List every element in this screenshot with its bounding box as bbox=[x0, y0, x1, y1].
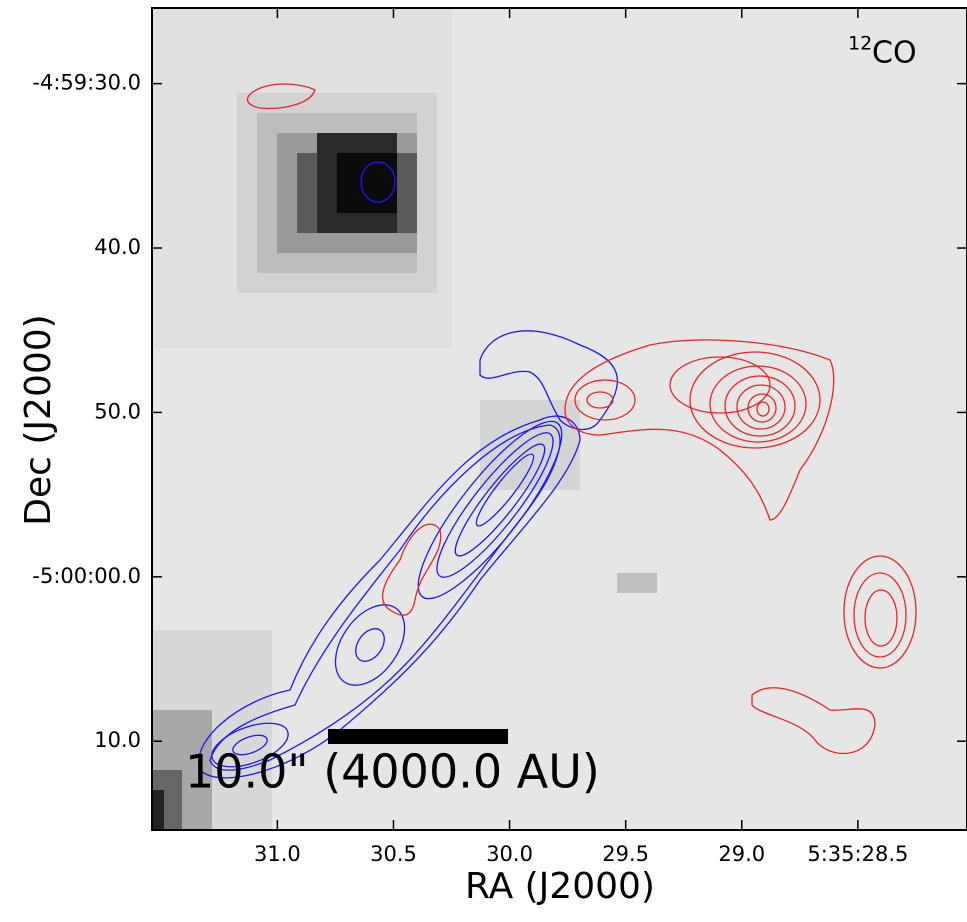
contour bbox=[198, 415, 581, 779]
x-tick-label: 5:35:28.5 bbox=[807, 842, 908, 866]
contour bbox=[417, 420, 563, 600]
x-tick-label: 31.0 bbox=[254, 842, 301, 866]
contour bbox=[334, 604, 406, 686]
scale-bar bbox=[328, 729, 508, 744]
annotation: CO bbox=[872, 36, 917, 71]
contour bbox=[454, 443, 546, 557]
contour bbox=[853, 572, 907, 658]
x-tick-label: 29.0 bbox=[718, 842, 765, 866]
y-tick-label: 40.0 bbox=[94, 235, 141, 259]
y-tick-label: 50.0 bbox=[94, 399, 141, 423]
contour bbox=[475, 453, 535, 527]
x-axis-label: RA (J2000) bbox=[465, 866, 655, 907]
contour bbox=[232, 734, 268, 756]
contour bbox=[709, 365, 807, 443]
image-blob bbox=[617, 573, 657, 593]
contour bbox=[747, 393, 777, 423]
contour bbox=[564, 339, 835, 521]
y-tick-label: -5:00:00.0 bbox=[32, 564, 141, 588]
contour bbox=[756, 401, 770, 417]
y-tick-label: -4:59:30.0 bbox=[32, 71, 141, 95]
contour bbox=[360, 161, 396, 203]
image-layer bbox=[152, 8, 967, 830]
y-axis-label: Dec (J2000) bbox=[18, 314, 59, 525]
contour bbox=[479, 330, 618, 431]
contour bbox=[843, 555, 917, 669]
image-core bbox=[337, 153, 397, 213]
contour bbox=[689, 351, 821, 449]
annotation-superscript: 12 bbox=[848, 33, 872, 55]
contour bbox=[381, 523, 442, 616]
contour bbox=[355, 628, 385, 662]
image-corner bbox=[152, 790, 164, 830]
contour bbox=[751, 687, 876, 755]
contour bbox=[864, 589, 898, 647]
contour bbox=[211, 722, 289, 768]
y-tick-label: 10.0 bbox=[94, 728, 141, 752]
plot-frame bbox=[151, 7, 967, 831]
contour bbox=[574, 379, 636, 421]
contour bbox=[209, 424, 561, 771]
x-tick-label: 29.5 bbox=[602, 842, 649, 866]
contour bbox=[669, 356, 771, 414]
contour bbox=[586, 391, 614, 409]
red-contours bbox=[246, 83, 917, 755]
contour bbox=[736, 384, 786, 430]
contour bbox=[246, 83, 316, 110]
x-tick-label: 30.0 bbox=[486, 842, 533, 866]
x-tick-label: 30.5 bbox=[370, 842, 417, 866]
contour bbox=[724, 375, 796, 437]
blue-contours bbox=[198, 161, 618, 779]
contour bbox=[436, 432, 554, 578]
scale-bar-label: 10.0" (4000.0 AU) bbox=[185, 745, 600, 799]
